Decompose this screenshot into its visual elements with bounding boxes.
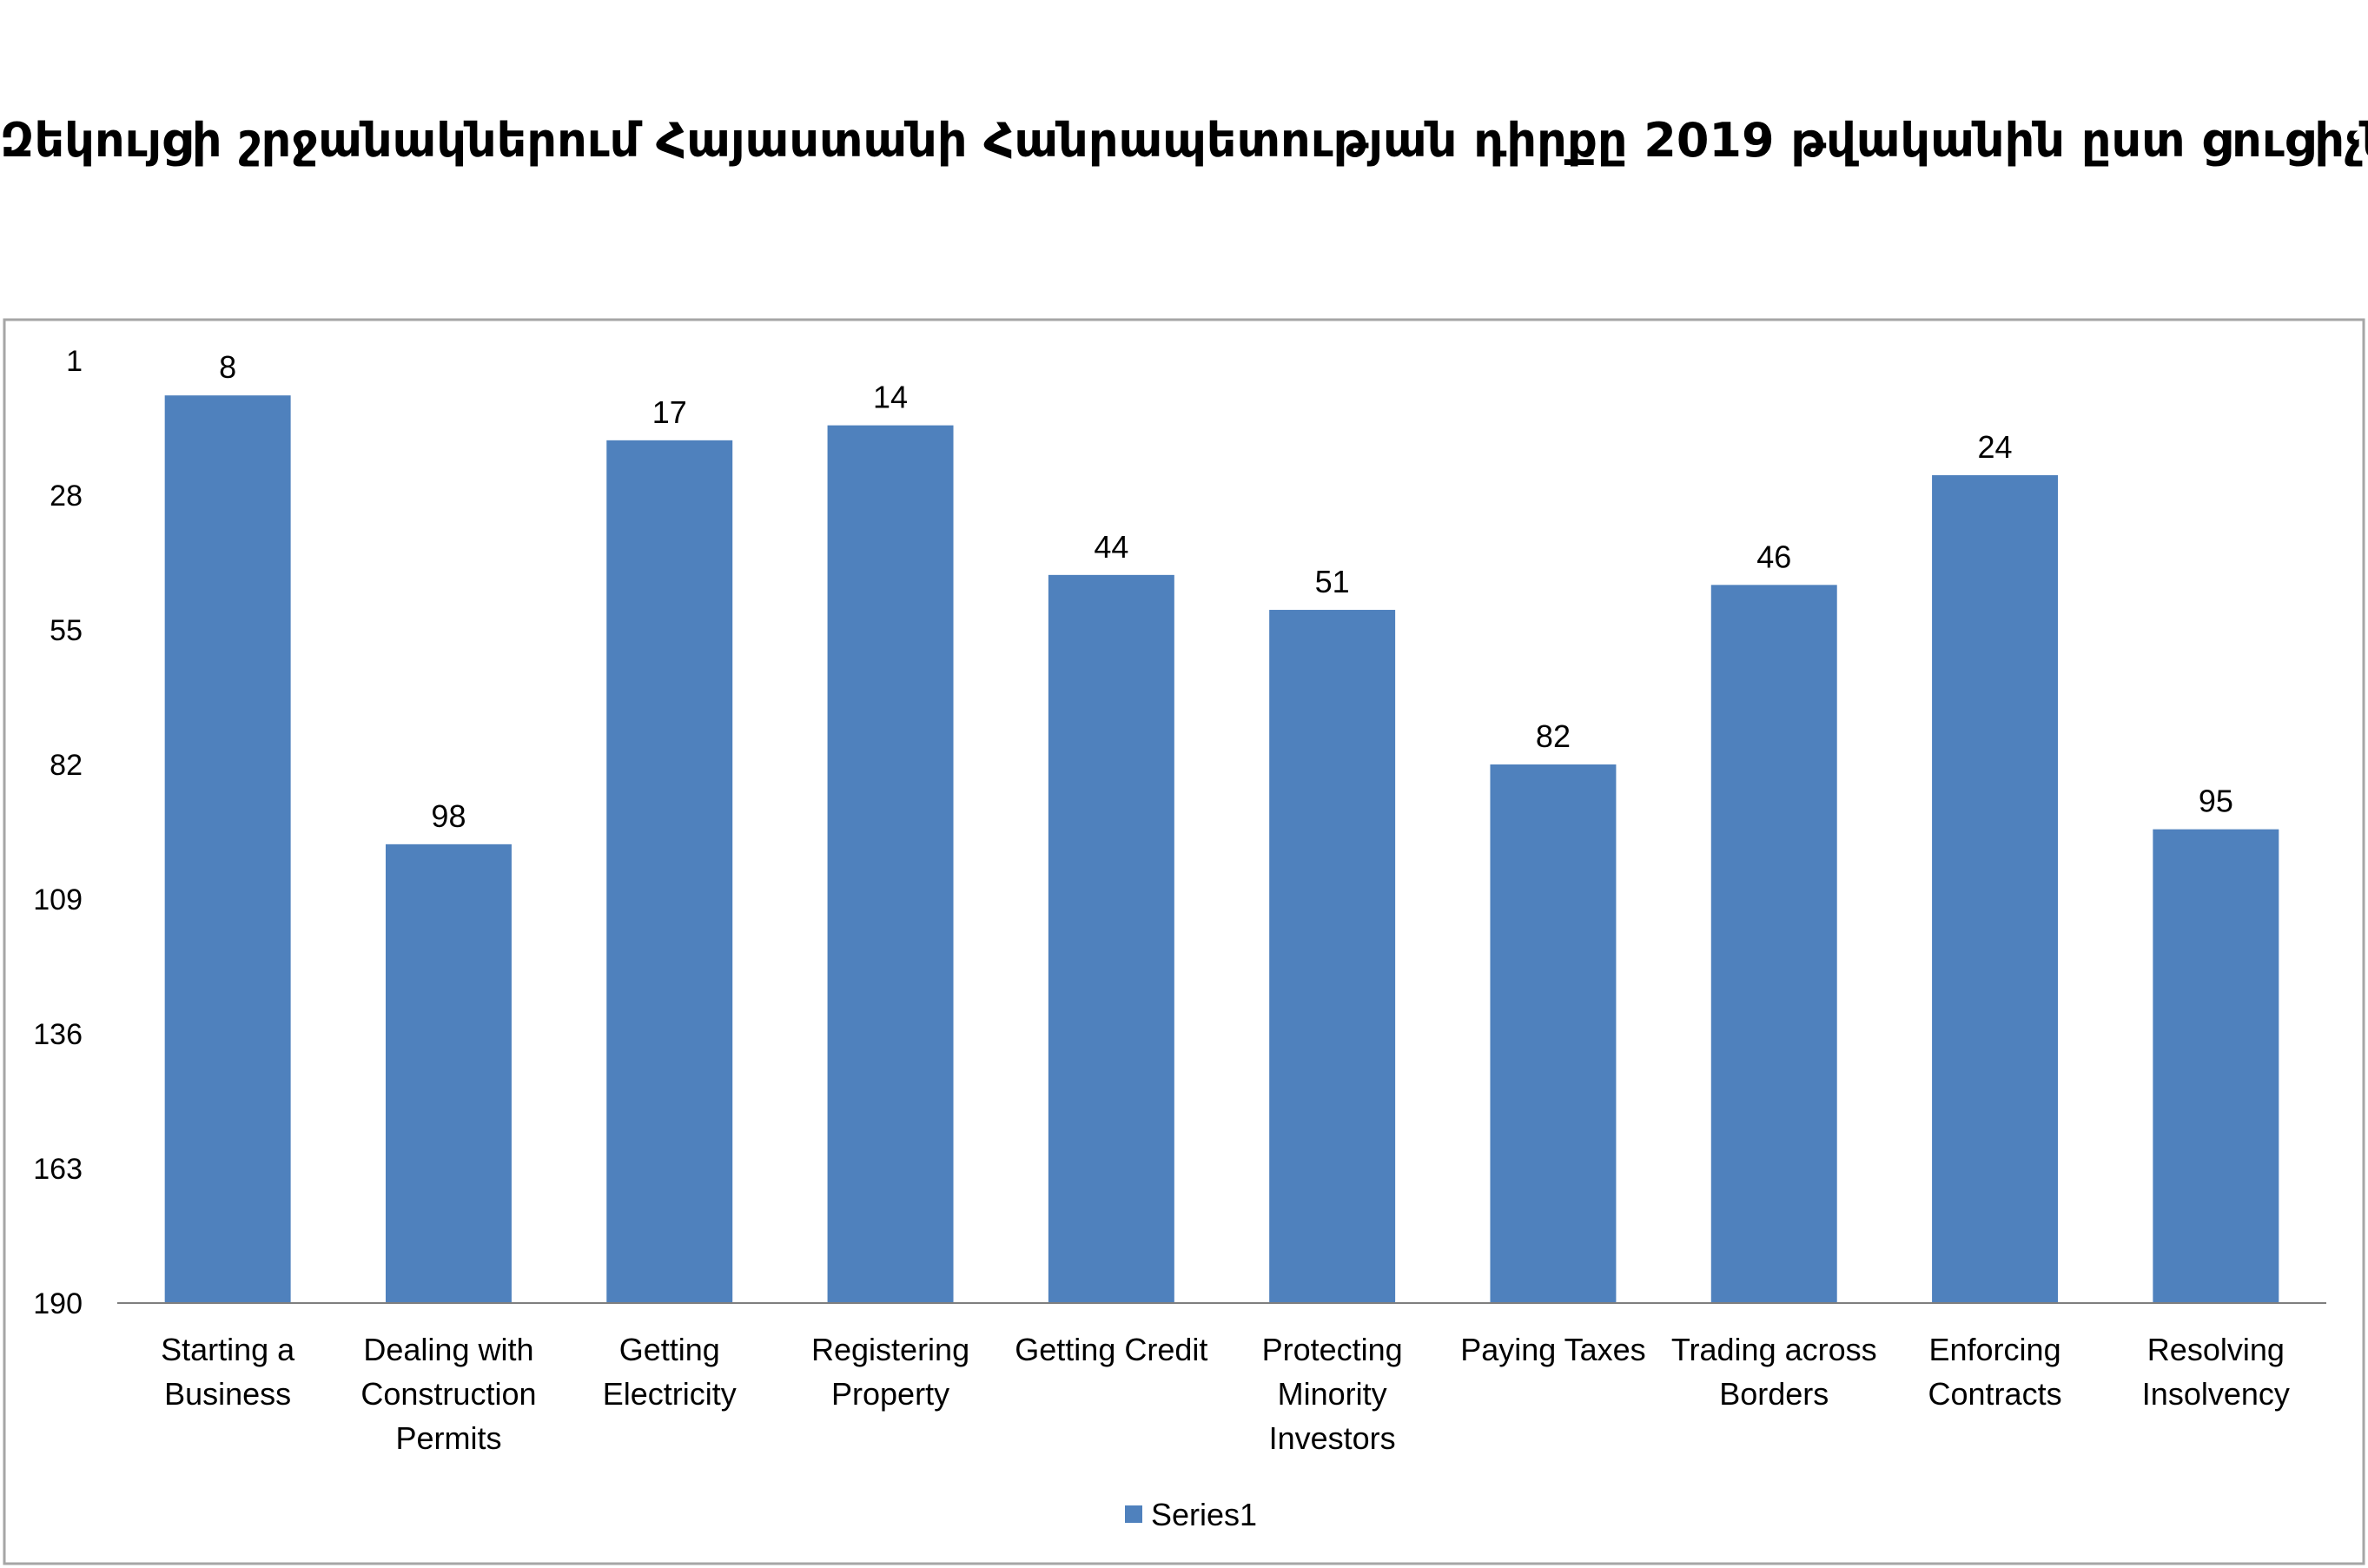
bar bbox=[1490, 764, 1617, 1303]
data-label: 82 bbox=[1536, 718, 1571, 754]
category-label-line: Resolving bbox=[2147, 1332, 2285, 1367]
data-label: 98 bbox=[431, 798, 466, 834]
x-axis: Starting a Business Dealing with Constructi… bbox=[117, 1302, 2326, 1456]
category-label: Dealing with Construction Permits bbox=[360, 1332, 536, 1456]
bar bbox=[1932, 475, 2059, 1303]
bar bbox=[164, 395, 291, 1303]
category-label-line: Property bbox=[831, 1376, 949, 1412]
y-tick-label: 109 bbox=[33, 883, 83, 916]
category-label-line: Getting bbox=[619, 1332, 720, 1367]
category-label-line: Protecting bbox=[1262, 1332, 1403, 1367]
chart-title: Զեկույցի շրջանակներում Հայաստանի Հանրապե… bbox=[0, 113, 2368, 168]
bar bbox=[1269, 610, 1396, 1303]
category-label-line: Electricity bbox=[603, 1376, 737, 1412]
y-tick-label: 55 bbox=[50, 614, 83, 647]
category-label-line: Permits bbox=[395, 1420, 501, 1456]
category-label: Trading across Borders bbox=[1671, 1332, 1877, 1412]
category-label: Paying Taxes bbox=[1460, 1332, 1645, 1367]
category-label-line: Registering bbox=[811, 1332, 969, 1367]
category-label-line: Investors bbox=[1269, 1420, 1396, 1456]
category-label-line: Getting Credit bbox=[1015, 1332, 1207, 1367]
data-label: 95 bbox=[2199, 784, 2233, 819]
y-tick-label: 190 bbox=[33, 1287, 83, 1320]
data-label: 8 bbox=[219, 349, 236, 385]
data-label: 17 bbox=[652, 394, 687, 430]
category-label: Enforcing Contracts bbox=[1928, 1332, 2062, 1412]
y-tick-label: 136 bbox=[33, 1018, 83, 1051]
category-label: Resolving Insolvency bbox=[2142, 1332, 2290, 1412]
category-label: Registering Property bbox=[811, 1332, 969, 1412]
bar bbox=[606, 440, 733, 1304]
y-tick-label: 82 bbox=[50, 749, 83, 782]
category-label-line: Enforcing bbox=[1929, 1332, 2061, 1367]
y-tick-label: 163 bbox=[33, 1153, 83, 1186]
category-label-line: Business bbox=[164, 1376, 291, 1412]
category-label-line: Insolvency bbox=[2142, 1376, 2290, 1412]
bar bbox=[827, 425, 954, 1303]
category-label-line: Paying Taxes bbox=[1460, 1332, 1645, 1367]
category-label-line: Contracts bbox=[1928, 1376, 2062, 1412]
data-label: 51 bbox=[1315, 564, 1350, 599]
data-label: 24 bbox=[1978, 429, 2013, 465]
category-label-line: Dealing with bbox=[363, 1332, 533, 1367]
category-label-line: Construction bbox=[360, 1376, 536, 1412]
data-label: 46 bbox=[1756, 539, 1791, 574]
data-labels: 8 98 17 14 44 51 82 46 24 95 bbox=[219, 349, 2233, 834]
category-label: Starting a Business bbox=[161, 1332, 295, 1412]
category-label: Getting Credit bbox=[1015, 1332, 1207, 1367]
category-label-line: Trading across bbox=[1671, 1332, 1877, 1367]
y-tick-label: 28 bbox=[50, 480, 83, 513]
category-label-line: Starting a bbox=[161, 1332, 295, 1367]
category-label-line: Borders bbox=[1719, 1376, 1829, 1412]
bar bbox=[2153, 829, 2279, 1303]
legend-swatch-series1 bbox=[1125, 1505, 1142, 1523]
data-label: 44 bbox=[1094, 529, 1128, 565]
bars bbox=[164, 395, 2279, 1304]
legend: Series1 bbox=[1125, 1497, 1257, 1532]
category-label: Protecting Minority Investors bbox=[1262, 1332, 1403, 1456]
bar bbox=[385, 844, 512, 1303]
bar bbox=[1710, 585, 1837, 1303]
y-axis: 1 28 55 82 109 136 163 190 bbox=[33, 345, 83, 1320]
legend-label-series1: Series1 bbox=[1151, 1497, 1257, 1532]
category-label-line: Minority bbox=[1278, 1376, 1387, 1412]
y-tick-label: 1 bbox=[66, 345, 83, 378]
bar bbox=[1048, 574, 1174, 1303]
category-label: Getting Electricity bbox=[603, 1332, 737, 1412]
data-label: 14 bbox=[873, 380, 908, 415]
